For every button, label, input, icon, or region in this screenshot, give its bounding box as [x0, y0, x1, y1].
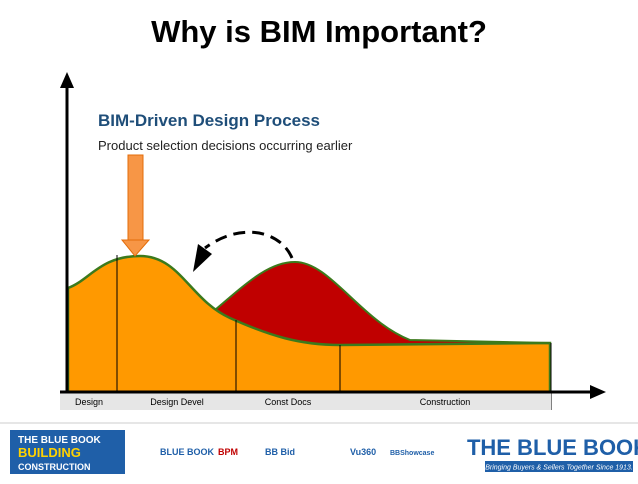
arrow-shaft [127, 154, 144, 241]
phase-label: Const Docs [265, 397, 312, 407]
right-logo: THE BLUE BOOK [467, 435, 638, 460]
phase-label: Construction [420, 397, 471, 407]
tagline: Bringing Buyers & Sellers Together Since… [485, 465, 633, 472]
arrow-head [120, 239, 151, 257]
logo-text: THE BLUE BOOK [18, 435, 102, 446]
shift-arrow [204, 230, 294, 259]
partner-logo: Vu360 [350, 447, 376, 457]
left-logo [10, 430, 125, 474]
tagline-band [485, 461, 633, 472]
phase-label: Design Devel [150, 397, 204, 407]
subheading: Product selection decisions occurring ea… [98, 138, 353, 153]
logo-text: CONSTRUCTION [18, 462, 91, 472]
phase-label: Design [75, 397, 103, 407]
y-arrow [60, 72, 74, 88]
partner-logo: BB Bid [265, 447, 295, 457]
partner-logo: BPM [218, 447, 238, 457]
phase-band [60, 393, 551, 410]
partner-logo: BBShowcase [390, 450, 434, 457]
logo-text: BUILDING [18, 445, 81, 460]
shift-arrow-head [193, 244, 212, 272]
x-arrow [590, 385, 606, 399]
partner-logo: BLUE BOOK [160, 447, 215, 457]
title: Why is BIM Important? [151, 14, 487, 49]
heading: BIM-Driven Design Process [98, 111, 320, 130]
traditional-curve [66, 254, 552, 394]
